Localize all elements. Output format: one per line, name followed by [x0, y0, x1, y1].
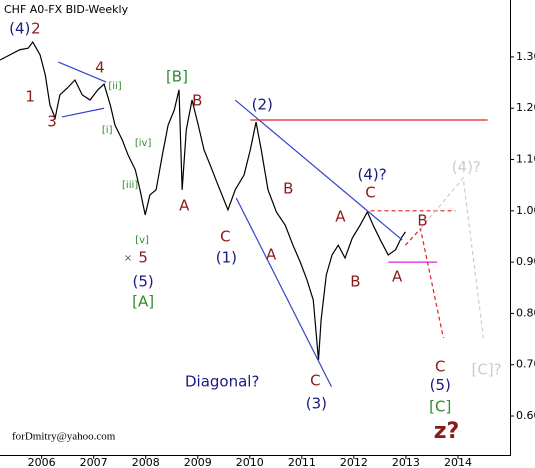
wave-label: (2) — [252, 96, 273, 114]
wave-label: A — [392, 268, 403, 286]
footer: forDmitry@yahoo.com — [12, 431, 116, 443]
x-tick-label: 2010 — [236, 456, 264, 468]
wave-label: B — [417, 212, 427, 230]
y-tick-label: 0.70 — [516, 358, 535, 371]
wave-label: 2 — [31, 20, 41, 38]
x-tick-label: 2014 — [444, 456, 472, 468]
wave-label: (4)? — [357, 165, 386, 183]
wave-label: [B] — [166, 67, 188, 85]
y-tick-label: 0.90 — [516, 255, 535, 268]
wave-label: (4) — [9, 20, 30, 38]
wave-label: (3) — [306, 395, 327, 413]
x-tick-label: 2011 — [288, 456, 316, 468]
wave-line — [420, 176, 485, 339]
wave-label: [i] — [102, 125, 113, 136]
wave-label: 4 — [95, 59, 105, 77]
wave-label: 5 — [138, 249, 148, 267]
wave-label: Diagonal? — [185, 373, 259, 391]
wave-label: C — [220, 227, 230, 245]
price-line — [0, 40, 406, 361]
x-tick-label: 2006 — [28, 456, 56, 468]
wave-label: 1 — [25, 87, 35, 105]
wave-label: A — [179, 197, 190, 215]
wave-label: [v] — [135, 235, 149, 246]
wave-line — [58, 61, 107, 83]
wave-label: B — [192, 92, 202, 110]
wave-label: A — [335, 207, 346, 225]
wave-label: A — [266, 245, 277, 263]
y-tick-label: 1.30 — [516, 50, 535, 63]
x-tick-label: 2013 — [392, 456, 420, 468]
wave-label: [ii] — [108, 81, 121, 92]
wave-label: C — [310, 372, 320, 390]
x-tick-label: 2007 — [80, 456, 108, 468]
wave-line — [235, 197, 333, 388]
y-tick-label: 0.60 — [516, 409, 535, 422]
wave-label: C — [435, 357, 445, 375]
x-tick-label: 2008 — [132, 456, 160, 468]
wave-label: (4)? — [452, 158, 481, 176]
chart-title: CHF A0-FX BID-Weekly — [4, 3, 129, 16]
wave-label: z? — [434, 419, 460, 444]
wave-label: × — [124, 253, 132, 264]
y-tick-label: 1.10 — [516, 153, 535, 166]
x-tick-label: 2012 — [340, 456, 368, 468]
wave-label: B — [350, 273, 360, 291]
wave-line — [234, 99, 403, 241]
wave-label: [A] — [132, 293, 154, 311]
wave-label: B — [283, 179, 293, 197]
y-tick-label: 0.80 — [516, 306, 535, 319]
y-tick-label: 1.00 — [516, 204, 535, 217]
wave-label: (5) — [430, 376, 451, 394]
x-tick-label: 2009 — [184, 456, 212, 468]
wave-label: C — [365, 183, 375, 201]
wave-label: 3 — [47, 113, 57, 131]
wave-label: [C] — [429, 397, 451, 415]
wave-label: (5) — [132, 273, 153, 291]
wave-label: (1) — [216, 249, 237, 267]
wave-label: [iii] — [122, 180, 138, 191]
wave-line — [61, 107, 105, 118]
y-tick-label: 1.20 — [516, 101, 535, 114]
wave-label: [C]? — [472, 360, 502, 378]
wave-label: [iv] — [135, 138, 152, 149]
